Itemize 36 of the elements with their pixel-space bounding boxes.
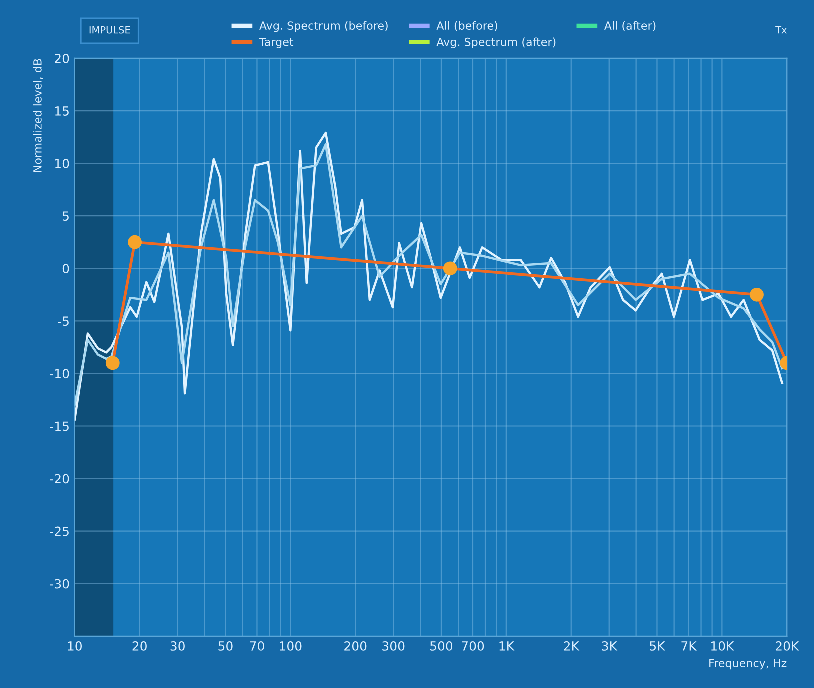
y-tick-label: 15 [55, 106, 69, 116]
legend-label: Target [259, 38, 294, 48]
x-tick-label: 70 [250, 641, 264, 651]
x-tick-label: 2K [564, 641, 580, 651]
x-axis-title: Frequency, Hz [710, 659, 787, 670]
y-tick-label: -15 [50, 422, 69, 432]
y-tick-label: -25 [50, 526, 69, 536]
legend-label: All (before) [436, 21, 498, 32]
x-tick-label: 100 [280, 641, 302, 651]
x-tick-label: 3K [602, 641, 618, 651]
y-tick-label: -20 [50, 474, 70, 484]
x-tick-label: 700 [462, 641, 484, 651]
x-tick-label: 10K [712, 641, 734, 651]
x-tick-label: 50 [218, 641, 233, 651]
x-tick-label: 5K [650, 642, 666, 651]
y-tick-label: 5 [63, 212, 69, 222]
legend-label: Avg. Spectrum (after) [436, 38, 556, 48]
text: IMPULSE [90, 26, 130, 34]
x-tick-label: 7K [682, 642, 698, 651]
y-tick-label: -30 [50, 579, 70, 589]
y-axis-title: Normalized level, dB [33, 59, 44, 172]
x-tick-label: 500 [430, 641, 453, 651]
x-tick-label: 30 [170, 641, 185, 651]
x-tick-label: 200 [344, 641, 367, 651]
y-tick-label: 0 [62, 264, 70, 274]
text: Tx [776, 26, 787, 34]
legend-label: All (after) [604, 21, 656, 32]
x-tick-label: 20 [132, 641, 147, 651]
y-tick-label: 10 [55, 159, 70, 168]
x-tick-label: 300 [382, 641, 405, 651]
y-tick-label: -10 [50, 369, 70, 379]
y-tick-label: 20 [55, 54, 70, 64]
y-tick-label: -5 [58, 316, 69, 326]
x-tick-label: 1K [500, 642, 515, 651]
x-tick-label: 20K [776, 641, 800, 651]
legend-label: Avg. Spectrum (before) [260, 21, 388, 32]
